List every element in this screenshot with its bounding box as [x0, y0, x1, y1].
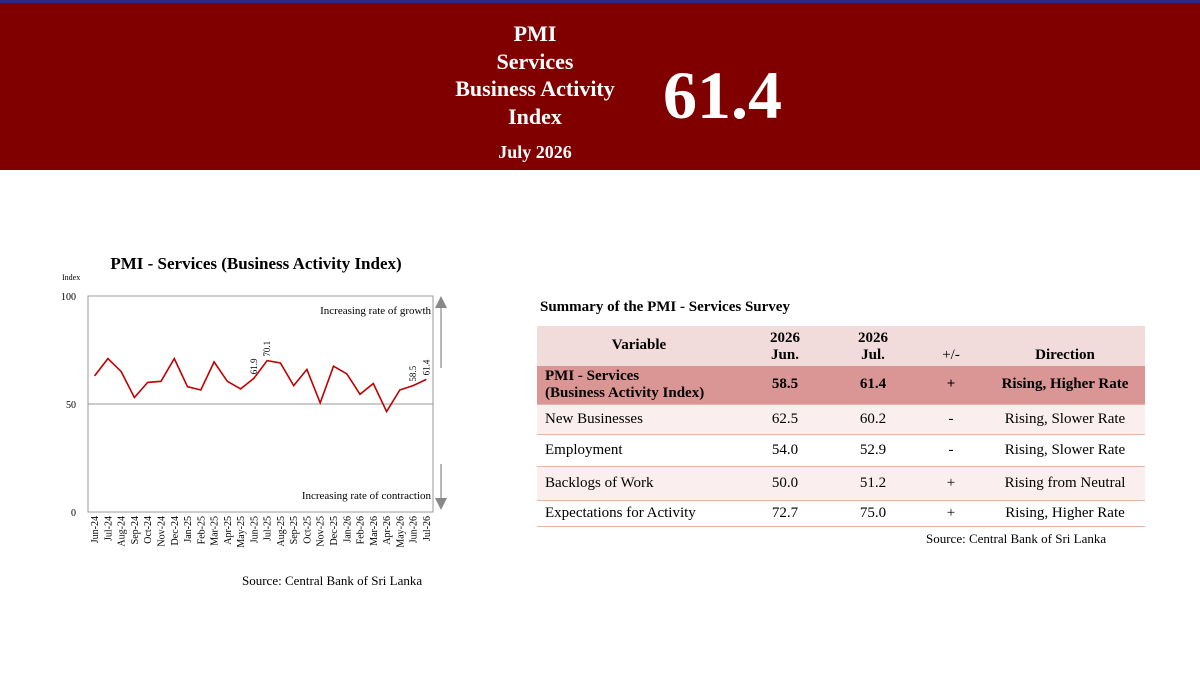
table-row: Expectations for Activity 72.7 75.0 + Ri… — [537, 500, 1145, 527]
highlight-variable-line2: (Business Activity Index) — [545, 384, 705, 401]
banner-title-line: Business Activity — [455, 76, 615, 101]
row-change: - — [917, 404, 985, 435]
data-label: 61.9 — [249, 358, 259, 374]
growth-arrow-head — [435, 296, 447, 308]
highlight-variable: PMI - Services (Business Activity Index) — [537, 366, 741, 405]
x-tick-label: Nov-25 — [316, 516, 327, 547]
header-jun-year: 2026 — [770, 330, 800, 346]
row-jun: 50.0 — [741, 466, 829, 501]
y-tick-label: 100 — [61, 292, 76, 303]
row-jun: 54.0 — [741, 434, 829, 467]
x-tick-label: Jul-24 — [103, 516, 114, 541]
y-tick-label: 50 — [66, 400, 76, 411]
y-tick-label: 0 — [71, 508, 76, 519]
y-axis-label: Index — [62, 273, 80, 282]
row-direction: Rising, Slower Rate — [985, 404, 1145, 435]
row-variable: New Businesses — [537, 404, 741, 435]
row-variable: Backlogs of Work — [537, 466, 741, 501]
x-tick-label: Feb-25 — [196, 516, 207, 544]
row-direction: Rising from Neutral — [985, 466, 1145, 501]
x-tick-label: Nov-24 — [156, 516, 167, 547]
row-jul: 75.0 — [829, 500, 917, 527]
header-jul-year: 2026 — [858, 330, 888, 346]
header-variable: Variable — [611, 336, 667, 353]
banner-title-line: Services — [496, 48, 574, 74]
x-tick-label: Oct-25 — [302, 516, 313, 544]
x-tick-label: Mar-26 — [369, 516, 380, 546]
row-direction: Rising, Slower Rate — [985, 434, 1145, 467]
row-change: - — [917, 434, 985, 467]
x-tick-label: Dec-24 — [170, 516, 181, 545]
row-jun: 62.5 — [741, 404, 829, 435]
row-jul: 51.2 — [829, 466, 917, 501]
row-change: + — [917, 466, 985, 501]
table-row-highlight: PMI - Services (Business Activity Index)… — [537, 366, 1145, 405]
table-row: Backlogs of Work 50.0 51.2 + Rising from… — [537, 466, 1145, 501]
banner-title-line: PMI — [513, 21, 557, 46]
summary-title: Summary of the PMI - Services Survey — [540, 299, 790, 315]
row-direction: Rising, Higher Rate — [985, 500, 1145, 527]
x-tick-label: Aug-25 — [276, 516, 287, 547]
x-tick-label: May-26 — [395, 516, 406, 548]
highlight-variable-line1: PMI - Services — [545, 367, 640, 384]
banner-date: July 2026 — [498, 142, 572, 162]
highlight-change: + — [917, 366, 985, 405]
growth-annotation: Increasing rate of growth — [320, 305, 431, 317]
data-label: 58.5 — [408, 365, 418, 381]
banner-title-line: Index — [508, 103, 562, 129]
banner-title: PMI Services Business Activity Index — [435, 20, 635, 130]
summary-header-row: Variable 2026 Jun. 2026 Jul. +/- Directi… — [537, 326, 1145, 366]
x-tick-label: Aug-24 — [117, 516, 128, 547]
x-tick-label: Sep-25 — [289, 516, 300, 544]
x-tick-label: Feb-26 — [356, 516, 367, 544]
table-row: Employment 54.0 52.9 - Rising, Slower Ra… — [537, 434, 1145, 467]
x-tick-label: Dec-25 — [329, 516, 340, 545]
header-change: +/- — [942, 347, 960, 363]
highlight-direction: Rising, Higher Rate — [985, 366, 1145, 405]
contraction-arrow-head — [435, 498, 447, 510]
header-jun-month: Jun. — [771, 347, 799, 363]
row-variable: Expectations for Activity — [537, 500, 741, 527]
highlight-jul: 61.4 — [829, 366, 917, 405]
row-jun: 72.7 — [741, 500, 829, 527]
x-tick-label: Jan-26 — [342, 516, 353, 543]
x-tick-label: Apr-26 — [382, 516, 393, 545]
headline-index-value: 61.4 — [663, 57, 782, 133]
table-row: New Businesses 62.5 60.2 - Rising, Slowe… — [537, 404, 1145, 435]
series-line — [93, 356, 427, 414]
highlight-jun: 58.5 — [741, 366, 829, 405]
summary-table: Variable 2026 Jun. 2026 Jul. +/- Directi… — [537, 326, 1145, 527]
table-source: Source: Central Bank of Sri Lanka — [926, 531, 1107, 546]
x-tick-label: Jun-25 — [249, 516, 260, 543]
row-change: + — [917, 500, 985, 527]
header-banner: PMI Services Business Activity Index Jul… — [0, 3, 1200, 170]
x-tick-label: Jan-25 — [183, 516, 194, 543]
data-label: 70.1 — [262, 341, 272, 357]
x-tick-label: Jun-24 — [90, 516, 101, 543]
header-jun: 2026 Jun. — [741, 326, 829, 366]
x-tick-label: Jul-25 — [263, 516, 274, 541]
x-tick-label: Mar-25 — [210, 516, 221, 546]
chart-title: PMI - Services (Business Activity Index) — [110, 254, 402, 273]
x-tick-label: Apr-25 — [223, 516, 234, 545]
header-direction: Direction — [1035, 347, 1095, 363]
row-variable: Employment — [537, 434, 741, 467]
x-tick-label: Oct-24 — [143, 516, 154, 544]
x-tick-label: Jul-26 — [422, 516, 433, 541]
x-tick-label: Jun-26 — [409, 516, 420, 543]
header-jul: 2026 Jul. — [829, 326, 917, 366]
x-tick-label: May-25 — [236, 516, 247, 548]
contraction-annotation: Increasing rate of contraction — [302, 490, 432, 502]
x-tick-label: Sep-24 — [130, 516, 141, 544]
row-jul: 60.2 — [829, 404, 917, 435]
top-accent-line — [0, 0, 1200, 3]
chart-source: Source: Central Bank of Sri Lanka — [242, 573, 423, 588]
header-jul-month: Jul. — [861, 347, 885, 363]
data-label: 61.4 — [421, 359, 431, 375]
row-jul: 52.9 — [829, 434, 917, 467]
